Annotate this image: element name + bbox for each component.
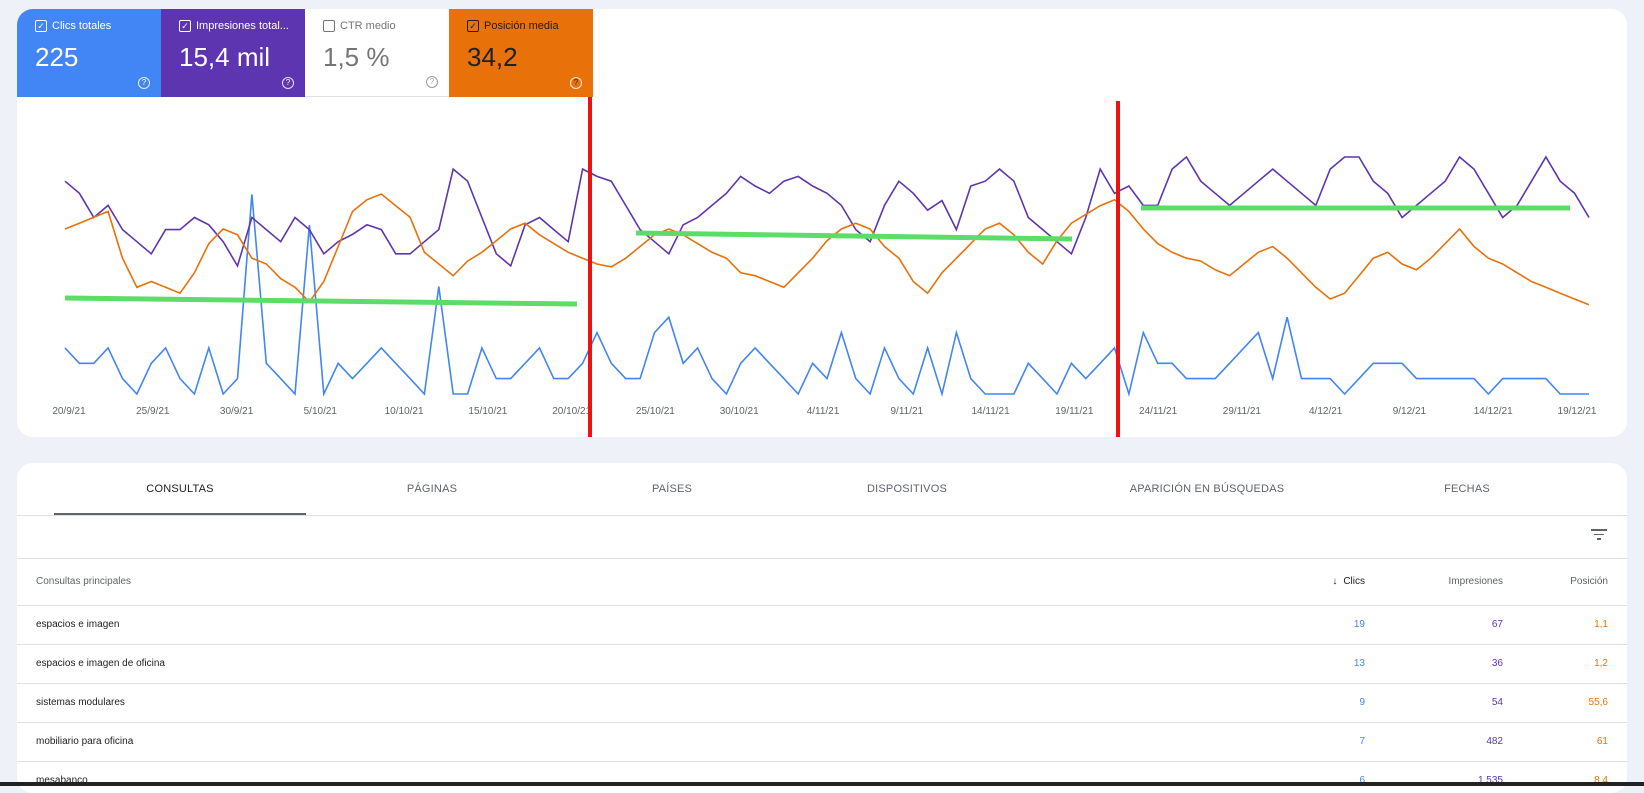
position-cell: 61 — [1596, 736, 1608, 747]
x-tick-label: 14/11/21 — [972, 406, 1011, 417]
metric-label: Posición media — [484, 20, 559, 32]
clicks-cell: 6 — [1359, 775, 1365, 786]
table-row[interactable]: sistemas modulares 9 54 55,6 — [17, 684, 1627, 723]
metric-label: Clics totales — [52, 20, 112, 32]
help-icon[interactable]: ? — [282, 77, 294, 89]
metric-value: 34,2 — [467, 42, 518, 72]
clicks-cell: 19 — [1353, 619, 1365, 630]
series-line-impresiones — [64, 155, 1590, 268]
trend-line-annotation — [64, 295, 578, 307]
position-cell: 55,6 — [1588, 697, 1608, 708]
checkbox-icon[interactable]: ✓ — [467, 20, 479, 32]
metric-tile-average-position[interactable]: ✓ Posición media 34,2 ? — [449, 9, 593, 97]
table-row[interactable]: espacios e imagen de oficina 13 36 1,2 — [17, 645, 1627, 684]
series-line-clics — [64, 194, 1589, 398]
x-tick-label: 9/11/21 — [890, 406, 923, 417]
tab-dispositivos[interactable]: DISPOSITIVOS — [866, 483, 948, 495]
x-tick-label: 19/12/21 — [1558, 406, 1597, 417]
clicks-cell: 13 — [1353, 658, 1365, 669]
query-cell: sistemas modulares — [36, 697, 125, 708]
table-row[interactable]: mobiliario para oficina 7 482 61 — [17, 723, 1627, 762]
x-tick-label: 4/11/21 — [807, 406, 840, 417]
help-icon[interactable]: ? — [570, 77, 582, 89]
tab-paginas[interactable]: PÁGINAS — [406, 483, 458, 495]
metric-tile-total-clicks[interactable]: ✓ Clics totales 225 ? — [17, 9, 161, 97]
column-header-position[interactable]: Posición — [1570, 576, 1608, 587]
clicks-cell: 7 — [1359, 736, 1365, 747]
metric-tile-average-ctr[interactable]: CTR medio 1,5 % ? — [305, 9, 449, 97]
x-tick-label: 24/11/21 — [1139, 406, 1178, 417]
metric-value: 225 — [35, 42, 79, 72]
metric-label: Impresiones total... — [196, 20, 289, 32]
x-tick-label: 4/12/21 — [1309, 406, 1343, 417]
impressions-cell: 1.535 — [1477, 775, 1503, 786]
metric-value: 15,4 mil — [179, 42, 271, 72]
x-tick-label: 14/12/21 — [1474, 406, 1513, 417]
table-toolbar — [17, 516, 1627, 559]
queries-table-card: CONSULTAS PÁGINAS PAÍSES DISPOSITIVOS AP… — [17, 463, 1627, 793]
table-row[interactable]: mesabanco 6 1.535 8,4 — [17, 762, 1627, 793]
query-cell: espacios e imagen — [36, 619, 120, 630]
checkbox-icon[interactable]: ✓ — [179, 20, 191, 32]
impressions-cell: 67 — [1491, 619, 1503, 630]
column-header-impressions[interactable]: Impresiones — [1448, 576, 1503, 587]
checkbox-icon[interactable]: ✓ — [35, 20, 47, 32]
line-chart: 20/9/21 25/9/21 30/9/21 5/10/21 10/10/21 15/1… — [52, 97, 1597, 437]
x-tick-label: 25/9/21 — [136, 406, 170, 417]
series-line-posicion — [64, 193, 1590, 306]
sort-arrow-icon: ↓ — [1332, 576, 1338, 587]
active-tab-indicator — [54, 513, 306, 515]
trend-line-annotation — [635, 230, 1073, 242]
tab-consultas[interactable]: CONSULTAS — [146, 483, 214, 495]
x-tick-label: 30/9/21 — [220, 406, 254, 417]
query-cell: espacios e imagen de oficina — [36, 658, 165, 669]
metric-value: 1,5 % — [323, 42, 390, 72]
x-tick-label: 20/10/21 — [552, 406, 591, 417]
query-cell: mobiliario para oficina — [36, 736, 134, 747]
x-tick-label: 29/11/21 — [1223, 406, 1262, 417]
tab-fechas[interactable]: FECHAS — [1444, 483, 1490, 495]
column-header-query: Consultas principales — [36, 576, 132, 587]
x-tick-label: 10/10/21 — [385, 406, 424, 417]
table-header: Consultas principales ↓ Clics Impresiones… — [17, 559, 1627, 606]
x-tick-label: 15/10/21 — [468, 406, 507, 417]
tab-aparicion-en-busquedas[interactable]: APARICIÓN EN BÚSQUEDAS — [1129, 483, 1285, 495]
filter-icon[interactable] — [1591, 529, 1607, 543]
metric-label: CTR medio — [340, 20, 396, 32]
position-cell: 1,2 — [1594, 658, 1608, 669]
metric-tile-total-impressions[interactable]: ✓ Impresiones total... 15,4 mil ? — [161, 9, 305, 97]
impressions-cell: 54 — [1491, 697, 1503, 708]
window-bottom-edge — [0, 782, 1644, 786]
clicks-cell: 9 — [1359, 697, 1365, 708]
position-cell: 8,4 — [1594, 775, 1608, 786]
position-cell: 1,1 — [1594, 619, 1608, 630]
query-cell: mesabanco — [36, 775, 88, 786]
x-tick-label: 19/11/21 — [1055, 406, 1094, 417]
x-tick-label: 25/10/21 — [636, 406, 675, 417]
tab-paises[interactable]: PAÍSES — [651, 483, 693, 495]
checkbox-icon[interactable] — [323, 20, 335, 32]
x-tick-label: 5/10/21 — [304, 406, 338, 417]
table-row[interactable]: espacios e imagen 19 67 1,1 — [17, 606, 1627, 645]
performance-chart-card: ✓ Clics totales 225 ? ✓ Impresiones total.… — [17, 9, 1627, 437]
help-icon[interactable]: ? — [138, 77, 150, 89]
x-tick-label: 30/10/21 — [720, 406, 759, 417]
x-tick-label: 9/12/21 — [1393, 406, 1427, 417]
help-icon[interactable]: ? — [426, 76, 438, 88]
impressions-cell: 482 — [1486, 736, 1503, 747]
x-tick-label: 20/9/21 — [52, 406, 86, 417]
column-header-clicks[interactable]: ↓ Clics — [1332, 576, 1365, 587]
impressions-cell: 36 — [1491, 658, 1503, 669]
dimension-tabs: CONSULTAS PÁGINAS PAÍSES DISPOSITIVOS AP… — [17, 463, 1627, 516]
